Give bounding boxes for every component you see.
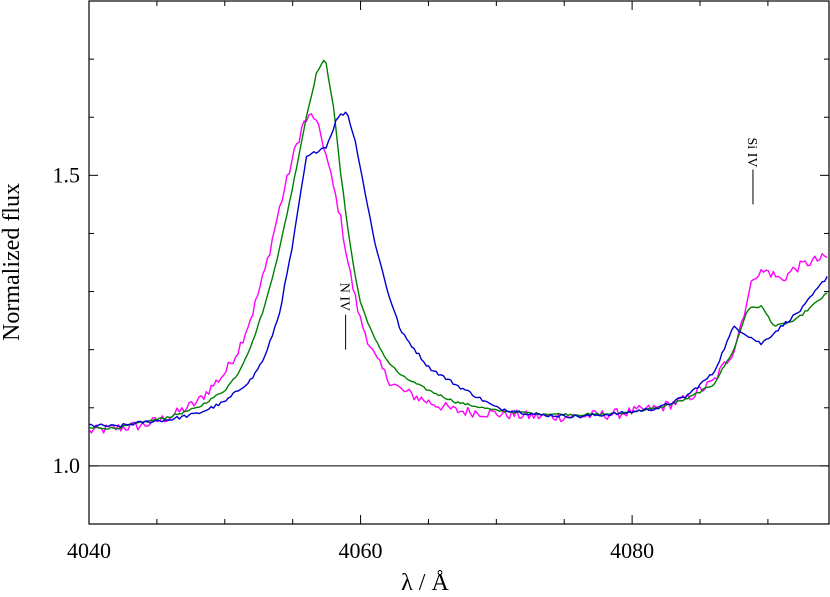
x-tick-label: 4060 [339,538,383,563]
series-line-2 [89,59,828,430]
x-tick-label: 4080 [610,538,654,563]
plot-frame [88,0,830,525]
line-id-label: Si IV [744,138,759,168]
y-axis-title: Normalized flux [0,183,25,341]
tick-marks [88,0,829,525]
y-tick-label: 1.0 [53,453,81,478]
x-axis-title: λ / Å [401,570,449,596]
series-line-3 [89,111,828,428]
series-layer [89,59,828,434]
line-identifications: N IV Si IV [337,138,759,350]
tick-labels: 4040 4060 4080 1.0 1.5 [53,162,655,563]
line-id-label: N IV [337,283,352,311]
series-line-1 [89,113,828,434]
x-tick-label: 4040 [67,538,111,563]
y-tick-label: 1.5 [53,162,81,187]
